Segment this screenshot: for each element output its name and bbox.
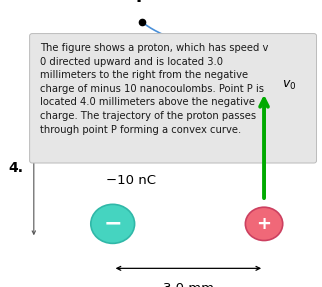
Text: 3.0 mm: 3.0 mm (163, 282, 214, 287)
Text: −: − (103, 214, 122, 234)
Text: $v_0$: $v_0$ (282, 79, 296, 92)
Text: 4.: 4. (8, 161, 23, 175)
Circle shape (91, 204, 135, 243)
Text: The figure shows a proton, which has speed v
0 directed upward and is located 3.: The figure shows a proton, which has spe… (40, 43, 269, 135)
Text: P: P (136, 0, 148, 6)
Circle shape (245, 207, 283, 241)
Text: +: + (257, 215, 271, 233)
Text: −10 nC: −10 nC (106, 174, 156, 187)
FancyBboxPatch shape (30, 34, 317, 163)
